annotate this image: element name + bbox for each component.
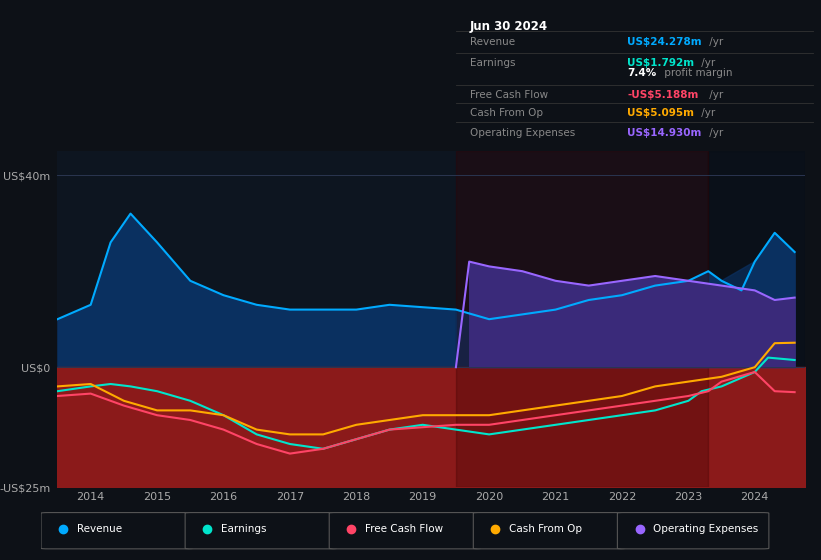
- FancyBboxPatch shape: [617, 512, 769, 549]
- Text: US$1.792m: US$1.792m: [627, 58, 695, 68]
- Text: Cash From Op: Cash From Op: [470, 108, 543, 118]
- Text: Earnings: Earnings: [221, 524, 266, 534]
- Text: /yr: /yr: [698, 58, 715, 68]
- Text: /yr: /yr: [698, 108, 715, 118]
- Bar: [456, 151, 709, 487]
- Text: US$24.278m: US$24.278m: [627, 37, 702, 47]
- Text: US$14.930m: US$14.930m: [627, 128, 701, 138]
- Text: -US$5.188m: -US$5.188m: [627, 90, 699, 100]
- FancyBboxPatch shape: [473, 512, 625, 549]
- Text: Operating Expenses: Operating Expenses: [470, 128, 576, 138]
- Text: US$5.095m: US$5.095m: [627, 108, 694, 118]
- Text: /yr: /yr: [706, 37, 723, 47]
- Text: Earnings: Earnings: [470, 58, 516, 68]
- Text: Cash From Op: Cash From Op: [509, 524, 582, 534]
- FancyBboxPatch shape: [329, 512, 481, 549]
- Text: Free Cash Flow: Free Cash Flow: [365, 524, 443, 534]
- Text: Operating Expenses: Operating Expenses: [653, 524, 758, 534]
- Text: Revenue: Revenue: [76, 524, 122, 534]
- Text: Jun 30 2024: Jun 30 2024: [470, 20, 548, 34]
- Text: /yr: /yr: [706, 128, 723, 138]
- Text: Free Cash Flow: Free Cash Flow: [470, 90, 548, 100]
- Text: profit margin: profit margin: [662, 68, 733, 78]
- Bar: [709, 151, 805, 487]
- FancyBboxPatch shape: [41, 512, 192, 549]
- FancyBboxPatch shape: [186, 512, 337, 549]
- Text: /yr: /yr: [706, 90, 723, 100]
- Text: 7.4%: 7.4%: [627, 68, 656, 78]
- Text: Revenue: Revenue: [470, 37, 515, 47]
